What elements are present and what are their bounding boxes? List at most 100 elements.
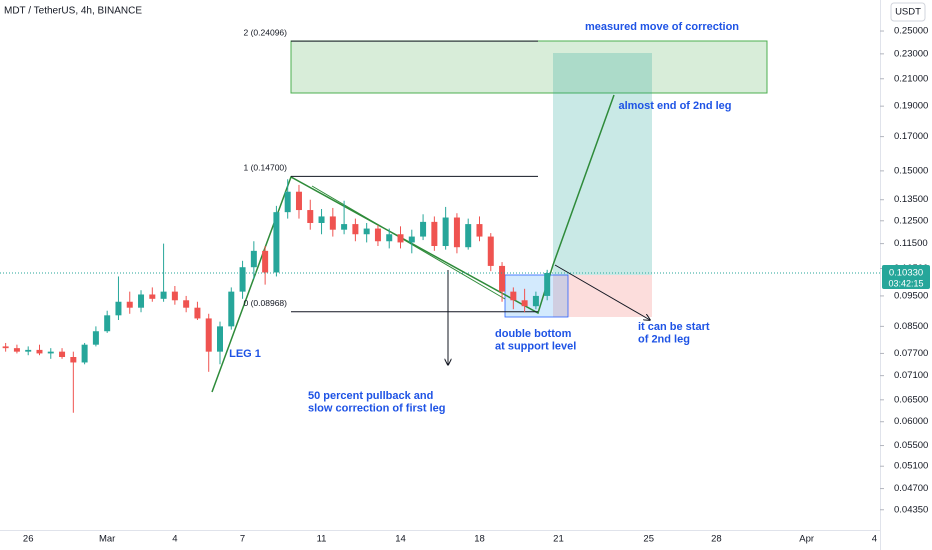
candle-body: [341, 224, 348, 230]
candle-body: [329, 216, 336, 230]
x-tick-label: 21: [553, 534, 564, 545]
candle-body: [510, 291, 517, 301]
candle-body: [307, 210, 314, 223]
y-tick-label: 0.05100: [894, 461, 928, 472]
candle-body: [13, 348, 20, 352]
y-tick-label: 0.15000: [894, 165, 928, 176]
y-tick-label: 0.11500: [894, 238, 928, 249]
x-tick-label: 14: [395, 534, 406, 545]
arrow: [554, 264, 650, 320]
y-tick-label: 0.04350: [894, 504, 928, 515]
x-tick-label: 25: [643, 534, 654, 545]
annotation: almost end of 2nd leg: [618, 100, 731, 112]
candle-body: [397, 234, 404, 243]
x-tick-label: Mar: [99, 534, 115, 545]
candle-body: [149, 294, 156, 299]
y-tick-label: 0.07700: [894, 348, 928, 359]
candle-body: [217, 326, 223, 352]
candle-body: [183, 300, 190, 308]
candle-body: [420, 221, 427, 237]
candle-body: [408, 236, 415, 243]
candle-body: [194, 307, 201, 319]
candle-body: [453, 217, 460, 248]
currency-button[interactable]: [890, 2, 926, 22]
annotation: measured move of correction: [585, 21, 739, 33]
fib-level-label: 0 (0.08968): [244, 298, 288, 308]
x-tick-label: 18: [474, 534, 485, 545]
y-tick-label: 0.08500: [894, 321, 928, 332]
candle-body: [126, 301, 133, 308]
candle-body: [25, 349, 32, 352]
y-tick-label: 0.25000: [894, 26, 928, 37]
candle-body: [273, 212, 280, 273]
candle-body: [250, 250, 257, 268]
annotation: of 2nd leg: [638, 333, 690, 345]
x-tick-label: 7: [240, 534, 245, 545]
candle-body: [352, 224, 359, 235]
last-price-tag: [882, 264, 930, 289]
candle-body: [374, 228, 381, 242]
profit-zone: [553, 53, 652, 275]
candle-body: [499, 265, 506, 292]
y-tick-label: 0.06500: [894, 394, 928, 405]
candle-body: [115, 301, 122, 316]
x-tick-label: Apr: [799, 534, 814, 545]
annotation: double bottom: [495, 328, 572, 340]
fib-level-label: 2 (0.24096): [244, 27, 288, 37]
candle-body: [205, 318, 212, 352]
last-price-label: 0.10330: [889, 268, 923, 279]
y-tick-label: 0.19000: [894, 101, 928, 112]
candle-body: [2, 346, 9, 349]
candle-body: [544, 272, 551, 296]
target-box: [290, 40, 768, 94]
x-tick-label: 11: [317, 534, 327, 545]
candle-body: [532, 295, 539, 307]
candle-body: [59, 351, 66, 358]
symbol-title: MDT / TetherUS, 4h, BINANCE: [4, 6, 142, 17]
candle-body: [171, 291, 178, 301]
fib-level-label: 1 (0.14700): [244, 163, 288, 173]
candle-body: [262, 250, 269, 273]
countdown-label: 03:42:15: [888, 278, 923, 288]
candle-body: [228, 291, 235, 327]
y-tick-label: 0.17000: [894, 131, 928, 142]
x-tick-label: 4: [872, 534, 877, 545]
annotation: slow correction of first leg: [308, 402, 446, 414]
annotation: 50 percent pullback and: [308, 390, 433, 402]
x-tick-label: 26: [23, 534, 34, 545]
candle-body: [386, 234, 393, 242]
candle-body: [104, 315, 111, 332]
y-tick-label: 0.23000: [894, 48, 928, 59]
candle-body: [36, 349, 43, 354]
candle-body: [487, 236, 494, 266]
y-tick-label: 0.05500: [894, 440, 928, 451]
candle-body: [363, 228, 370, 235]
annotation: at support level: [495, 340, 576, 352]
candle-body: [239, 267, 246, 292]
candle-body: [431, 221, 438, 247]
y-tick-label: 0.12500: [894, 215, 928, 226]
candle-body: [521, 300, 528, 307]
candle-body: [295, 191, 302, 211]
candle-body: [284, 191, 291, 213]
candle-body: [81, 344, 88, 363]
y-tick-label: 0.07100: [894, 370, 928, 381]
drawings: [211, 40, 768, 393]
annotation: it can be start: [638, 321, 710, 333]
y-tick-label: 0.13500: [894, 194, 928, 205]
y-tick-label: 0.06000: [894, 416, 928, 427]
y-tick-label: 0.21000: [894, 73, 928, 84]
stop-zone: [553, 275, 652, 317]
currency-label[interactable]: USDT: [895, 7, 921, 18]
candle-body: [160, 291, 167, 299]
candle-body: [70, 357, 77, 363]
candle-body: [476, 224, 483, 237]
candle-body: [465, 224, 472, 248]
y-tick-label: 0.04700: [894, 483, 928, 494]
candle-body: [138, 294, 145, 308]
y-tick-label: 0.09500: [894, 290, 928, 301]
candle-body: [318, 216, 325, 223]
x-tick-label: 28: [711, 534, 722, 545]
annotation: LEG 1: [229, 348, 261, 360]
